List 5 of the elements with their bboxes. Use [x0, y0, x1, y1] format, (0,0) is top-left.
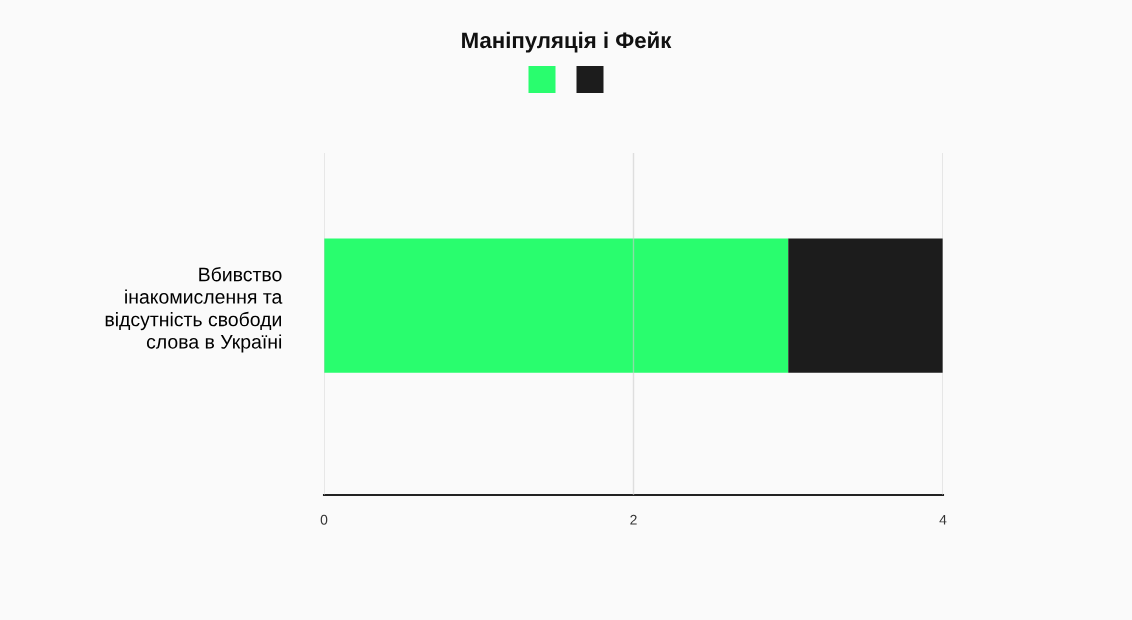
x-tick-label: 0 [320, 514, 328, 525]
x-tick-label: 4 [939, 514, 947, 525]
y-tick-label: Вбивство інакомислення та відсутність свободи слова в Україні [105, 266, 283, 353]
chart-title: Маніпуляція і Фейк [462, 31, 672, 53]
x-tick-label: 2 [630, 514, 637, 525]
